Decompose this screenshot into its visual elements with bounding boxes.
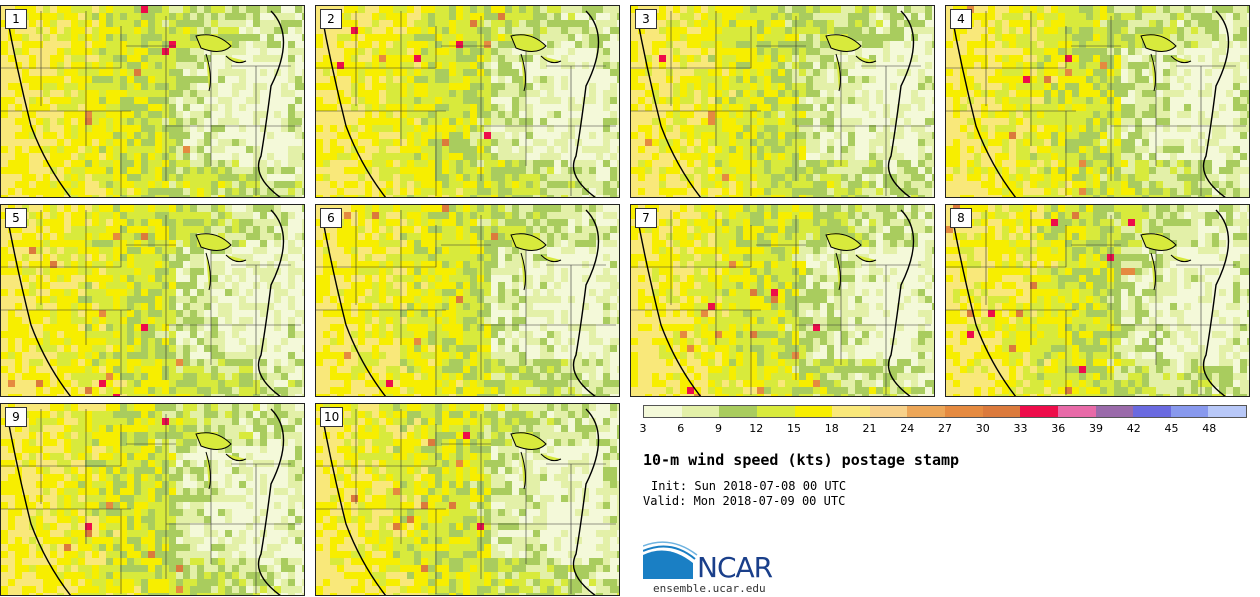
colorbar-tick-label: 39: [1089, 422, 1103, 435]
wind-speed-colorbar: 3 6 9 12 15 18 21 24 27 30 33 36 39 42 45 48: [639, 405, 1247, 438]
colorbar-swatch: [1095, 406, 1134, 417]
colorbar-swatch: [945, 406, 983, 417]
colorbar-tick-label: 15: [787, 422, 801, 435]
init-time: Init: Sun 2018-07-08 00 UTC: [651, 479, 847, 493]
ensemble-member-panel-9: 9: [0, 403, 305, 596]
member-number-label: 10: [320, 407, 344, 427]
ensemble-member-panel-6: 6: [315, 204, 620, 397]
member-number-label: 4: [950, 9, 972, 29]
colorbar-tick-label: 48: [1202, 422, 1217, 435]
colorbar-swatch: [719, 406, 757, 417]
member-number-label: 8: [950, 208, 972, 228]
colorbar-tick-label: 18: [824, 422, 839, 435]
colorbar-tick-label: 33: [1013, 422, 1028, 435]
ensemble-member-panel-5: 5: [0, 204, 305, 397]
wind-field-map: [316, 205, 619, 396]
ensemble-member-panel-2: 2: [315, 5, 620, 198]
wind-field-map: [1, 6, 304, 197]
colorbar-swatch: [756, 406, 795, 417]
colorbar-swatch: [907, 406, 945, 417]
colorbar-swatch: [1057, 406, 1096, 417]
colorbar-swatch: [644, 406, 682, 417]
wind-field-map: [946, 205, 1249, 396]
colorbar-tick-label: 3: [639, 422, 647, 435]
wind-field-map: [316, 6, 619, 197]
ensemble-member-panel-1: 1: [0, 5, 305, 198]
ensemble-member-panel-3: 3: [630, 5, 935, 198]
member-number-label: 5: [5, 208, 27, 228]
wind-field-map: [1, 205, 304, 396]
member-number-label: 2: [320, 9, 342, 29]
ncar-logo-icon: [643, 541, 698, 579]
wind-field-map: [631, 205, 934, 396]
ensemble-member-panel-8: 8: [945, 204, 1250, 397]
valid-time: Valid: Mon 2018-07-09 00 UTC: [643, 494, 846, 508]
colorbar-tick-label: 45: [1164, 422, 1179, 435]
wind-field-map: [631, 6, 934, 197]
ncar-logo-text: NCAR: [697, 551, 773, 584]
ensemble-member-panel-7: 7: [630, 204, 935, 397]
colorbar-tick-label: 42: [1126, 422, 1141, 435]
colorbar-swatch: [1170, 406, 1209, 417]
colorbar-swatch: [1020, 406, 1058, 417]
colorbar-swatch: [681, 406, 720, 417]
source-url: ensemble.ucar.edu: [653, 582, 766, 595]
colorbar-tick-label: 30: [975, 422, 990, 435]
colorbar-tick-label: 27: [938, 422, 952, 435]
colorbar-swatch: [832, 406, 870, 417]
ensemble-member-panel-10: 10: [315, 403, 620, 596]
colorbar-tick-label: 12: [749, 422, 764, 435]
colorbar-swatches: [643, 405, 1247, 418]
colorbar-swatch: [1208, 406, 1246, 417]
colorbar-tick-label: 9: [715, 422, 722, 435]
colorbar-swatch: [1133, 406, 1171, 417]
ensemble-member-panel-4: 4: [945, 5, 1250, 198]
colorbar-swatch: [794, 406, 833, 417]
wind-field-map: [1, 404, 304, 595]
member-number-label: 7: [635, 208, 657, 228]
colorbar-tick-label: 24: [900, 422, 915, 435]
colorbar-ticks: 3 6 9 12 15 18 21 24 27 30 33 36 39 42 45 48: [639, 422, 1247, 438]
member-number-label: 9: [5, 407, 27, 427]
wind-field-map: [316, 404, 619, 595]
member-number-label: 1: [5, 9, 27, 29]
member-number-label: 6: [320, 208, 342, 228]
colorbar-tick-label: 6: [677, 422, 685, 435]
colorbar-tick-label: 21: [862, 422, 877, 435]
figure-title: 10-m wind speed (kts) postage stamp: [643, 451, 960, 469]
colorbar-swatch: [869, 406, 908, 417]
colorbar-tick-label: 36: [1051, 422, 1066, 435]
wind-field-map: [946, 6, 1249, 197]
member-number-label: 3: [635, 9, 657, 29]
colorbar-swatch: [982, 406, 1021, 417]
